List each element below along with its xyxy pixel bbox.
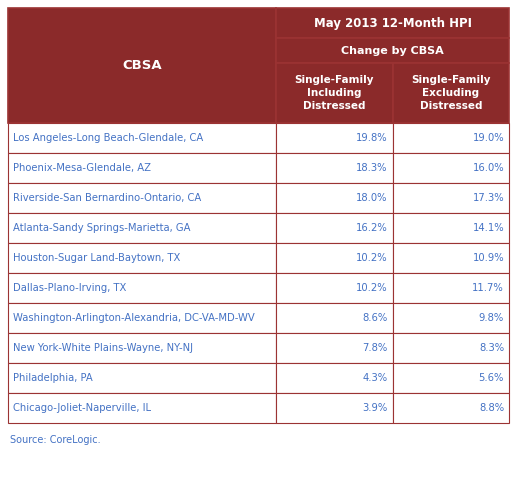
Bar [392, 303, 509, 333]
Text: 19.0%: 19.0% [473, 133, 504, 143]
Bar [392, 183, 509, 213]
Bar [8, 363, 276, 393]
Bar [276, 8, 509, 38]
Text: 16.0%: 16.0% [473, 163, 504, 173]
Text: Chicago-Joliet-Naperville, IL: Chicago-Joliet-Naperville, IL [13, 403, 151, 413]
Bar [392, 153, 509, 183]
Text: New York-White Plains-Wayne, NY-NJ: New York-White Plains-Wayne, NY-NJ [13, 343, 193, 353]
Bar [8, 8, 276, 123]
Text: 16.2%: 16.2% [356, 223, 388, 233]
Text: Philadelphia, PA: Philadelphia, PA [13, 373, 93, 383]
Text: 11.7%: 11.7% [472, 283, 504, 293]
Bar [8, 273, 276, 303]
Bar [392, 123, 509, 153]
Bar [8, 153, 276, 183]
Text: Single-Family
Including
Distressed: Single-Family Including Distressed [295, 75, 374, 111]
Text: 10.2%: 10.2% [356, 283, 388, 293]
Bar [276, 243, 392, 273]
Text: 19.8%: 19.8% [356, 133, 388, 143]
Bar [392, 393, 509, 423]
Bar [392, 213, 509, 243]
Bar [276, 153, 392, 183]
Text: 18.0%: 18.0% [356, 193, 388, 203]
Bar [392, 243, 509, 273]
Bar [392, 273, 509, 303]
Bar [8, 123, 276, 153]
Bar [8, 183, 276, 213]
Text: 10.9%: 10.9% [473, 253, 504, 263]
Text: Source: CoreLogic.: Source: CoreLogic. [10, 435, 101, 445]
Bar [392, 363, 509, 393]
Text: 5.6%: 5.6% [479, 373, 504, 383]
Text: Houston-Sugar Land-Baytown, TX: Houston-Sugar Land-Baytown, TX [13, 253, 180, 263]
Text: Washington-Arlington-Alexandria, DC-VA-MD-WV: Washington-Arlington-Alexandria, DC-VA-M… [13, 313, 255, 323]
Text: Los Angeles-Long Beach-Glendale, CA: Los Angeles-Long Beach-Glendale, CA [13, 133, 203, 143]
Text: 18.3%: 18.3% [356, 163, 388, 173]
Text: CBSA: CBSA [122, 59, 162, 72]
Bar [276, 213, 392, 243]
Text: Change by CBSA: Change by CBSA [341, 46, 444, 55]
Text: 10.2%: 10.2% [356, 253, 388, 263]
Bar [276, 333, 392, 363]
Text: Dallas-Plano-Irving, TX: Dallas-Plano-Irving, TX [13, 283, 126, 293]
Text: 17.3%: 17.3% [473, 193, 504, 203]
Text: 14.1%: 14.1% [473, 223, 504, 233]
Bar [276, 273, 392, 303]
Text: 8.6%: 8.6% [362, 313, 388, 323]
Text: Phoenix-Mesa-Glendale, AZ: Phoenix-Mesa-Glendale, AZ [13, 163, 151, 173]
Text: 3.9%: 3.9% [362, 403, 388, 413]
Bar [276, 303, 392, 333]
Bar [8, 393, 276, 423]
Bar [276, 183, 392, 213]
Text: May 2013 12-Month HPI: May 2013 12-Month HPI [313, 17, 472, 29]
Bar [276, 363, 392, 393]
Text: 4.3%: 4.3% [362, 373, 388, 383]
Text: 9.8%: 9.8% [479, 313, 504, 323]
Bar [8, 333, 276, 363]
Text: Riverside-San Bernardino-Ontario, CA: Riverside-San Bernardino-Ontario, CA [13, 193, 201, 203]
Bar [276, 123, 392, 153]
Text: 7.8%: 7.8% [362, 343, 388, 353]
Text: Atlanta-Sandy Springs-Marietta, GA: Atlanta-Sandy Springs-Marietta, GA [13, 223, 190, 233]
Text: Single-Family
Excluding
Distressed: Single-Family Excluding Distressed [411, 75, 491, 111]
Bar [392, 333, 509, 363]
Bar [8, 243, 276, 273]
Bar [276, 63, 392, 123]
Text: 8.8%: 8.8% [479, 403, 504, 413]
Text: 8.3%: 8.3% [479, 343, 504, 353]
Bar [8, 303, 276, 333]
Bar [276, 393, 392, 423]
Bar [392, 63, 509, 123]
Bar [8, 213, 276, 243]
Bar [276, 38, 509, 63]
